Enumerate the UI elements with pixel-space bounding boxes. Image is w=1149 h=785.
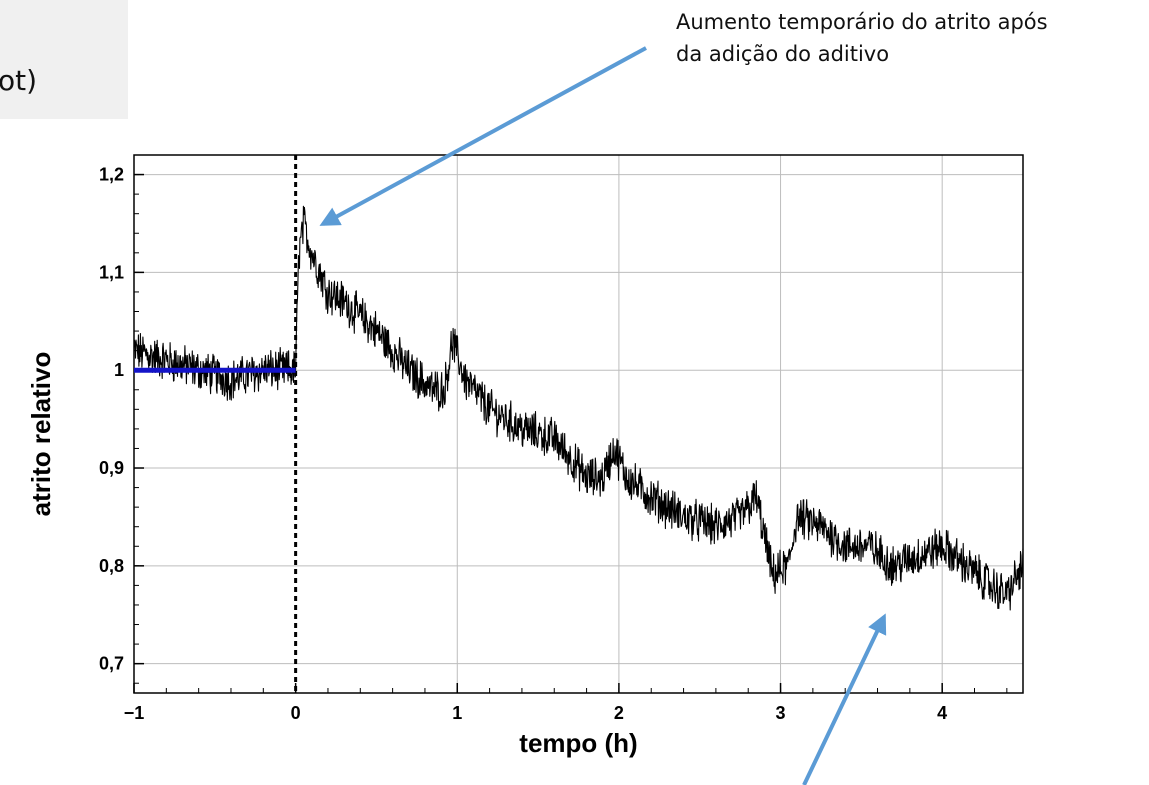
corner-text: ot) — [0, 64, 38, 97]
annotation-line-2: da adição do aditivo — [676, 42, 890, 66]
annotation-text: Aumento temporário do atrito após da adi… — [676, 6, 1048, 70]
y-tick-label: 0,9 — [99, 458, 124, 478]
y-tick-label: 0,8 — [99, 556, 124, 576]
annotation-line-1: Aumento temporário do atrito após — [676, 10, 1048, 34]
x-tick-label: 2 — [614, 703, 624, 723]
plot-frame — [133, 154, 1024, 694]
x-tick-label: 0 — [291, 703, 301, 723]
y-axis-title: atrito relativo — [26, 352, 56, 517]
y-tick-label: 1,1 — [99, 262, 124, 282]
x-tick-label: −1 — [124, 703, 145, 723]
annotation-arrow-peak — [319, 46, 647, 226]
annotation-arrow-decline — [802, 613, 887, 785]
y-tick-label: 1 — [114, 360, 124, 380]
y-tick-label: 1,2 — [99, 165, 124, 185]
x-tick-label: 4 — [937, 703, 947, 723]
x-tick-label: 3 — [776, 703, 786, 723]
x-tick-label: 1 — [452, 703, 462, 723]
corner-panel: ot) — [0, 0, 128, 119]
x-axis-title: tempo (h) — [519, 728, 637, 758]
y-tick-label: 0,7 — [99, 654, 124, 674]
friction-series-line — [133, 205, 1024, 611]
